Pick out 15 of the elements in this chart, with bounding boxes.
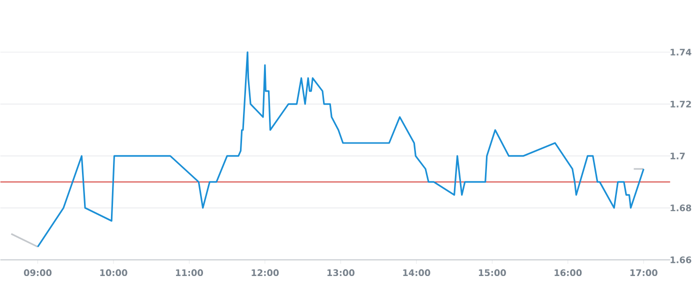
y-tick-label: 1.68: [670, 204, 692, 212]
x-tick-label: 15:00: [478, 269, 506, 276]
x-tick-label: 12:00: [252, 269, 279, 276]
x-tick-label: 13:00: [327, 269, 354, 276]
y-tick-label: 1.7: [670, 152, 685, 160]
x-tick-label: 16:00: [554, 269, 582, 276]
y-tick-label: 1.74: [670, 48, 692, 56]
y-tick-label: 1.72: [670, 100, 691, 108]
y-tick-label: 1.66: [670, 256, 692, 264]
x-tick-label: 11:00: [176, 269, 204, 276]
x-tick-label: 09:00: [24, 269, 52, 276]
x-tick-label: 14:00: [403, 269, 430, 276]
x-tick-label: 17:00: [630, 269, 658, 276]
line-series: [36, 51, 644, 248]
x-tick-label: 10:00: [100, 269, 128, 276]
